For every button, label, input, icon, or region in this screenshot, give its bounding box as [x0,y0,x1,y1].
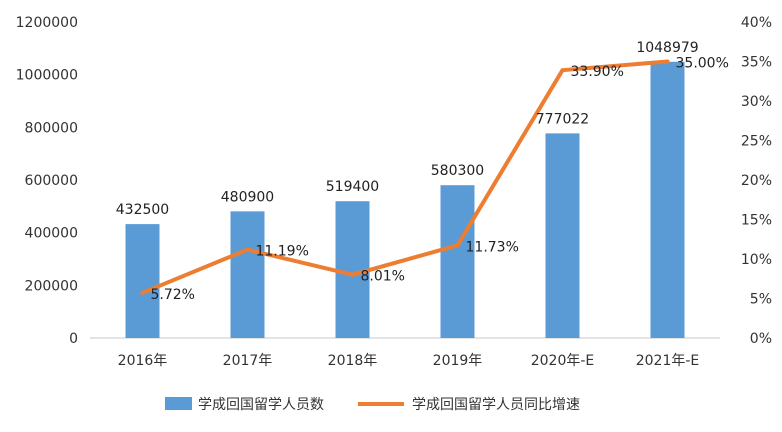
line-data-labels: 5.72% 11.19% 8.01% 11.73% 33.90% 35.00% [151,56,729,303]
bar-value-label: 480900 [221,189,274,205]
category-labels: 2016年 2017年 2018年 2019年 2020年-E 2021年-E [118,353,700,369]
bar [650,61,685,339]
line-value-label: 11.19% [256,244,309,260]
left-tick-label: 1200000 [16,15,78,31]
legend-bar-label: 学成回国留学人员数 [198,397,324,413]
bar [440,185,475,338]
right-tick-label: 5% [750,292,772,308]
left-tick-label: 800000 [25,120,78,136]
legend-bar-swatch [165,397,192,410]
bar [125,224,160,338]
bar-value-label: 432500 [116,202,169,218]
left-tick-label: 600000 [25,173,78,189]
left-tick-label: 400000 [25,226,78,242]
line-point [665,59,670,64]
bar-value-label: 519400 [326,179,379,195]
bar [230,211,265,338]
left-tick-label: 1000000 [16,68,78,84]
category-label: 2016年 [118,353,168,369]
legend: 学成回国留学人员数 学成回国留学人员同比增速 [165,397,580,413]
line-point [350,272,355,277]
line-point [560,68,565,73]
right-tick-label: 20% [741,173,772,189]
right-tick-label: 30% [741,94,772,110]
right-tick-label: 15% [741,213,772,229]
right-axis-ticks: 0% 5% 10% 15% 20% 25% 30% 35% 40% [741,15,772,347]
right-tick-label: 25% [741,134,772,150]
growth-line [140,59,670,295]
category-label: 2017年 [223,353,273,369]
left-tick-label: 0 [69,331,78,347]
right-tick-label: 10% [741,252,772,268]
bar-value-label: 1048979 [636,40,698,56]
line-value-label: 35.00% [676,56,729,72]
right-tick-label: 35% [741,55,772,71]
line-value-label: 5.72% [151,287,195,303]
legend-line-label: 学成回国留学人员同比增速 [412,397,580,413]
line-point [245,247,250,252]
bar-value-label: 580300 [431,163,484,179]
right-tick-label: 0% [750,331,772,347]
right-tick-label: 40% [741,15,772,31]
line-point [455,243,460,248]
line-series [140,59,670,295]
line-value-label: 8.01% [361,269,405,285]
bar-series [125,61,685,339]
category-label: 2021年-E [636,353,700,369]
bar-data-labels: 432500 480900 519400 580300 777022 1048979 [116,40,699,218]
category-label: 2019年 [433,353,483,369]
category-label: 2020年-E [531,353,595,369]
left-tick-label: 200000 [25,278,78,294]
left-axis-ticks: 0 200000 400000 600000 800000 1000000 1200000 [16,15,78,347]
line-value-label: 11.73% [466,239,519,255]
line-value-label: 33.90% [571,64,624,80]
bar [545,133,580,338]
category-label: 2018年 [328,353,378,369]
line-point [140,290,145,295]
bar-value-label: 777022 [536,111,589,127]
